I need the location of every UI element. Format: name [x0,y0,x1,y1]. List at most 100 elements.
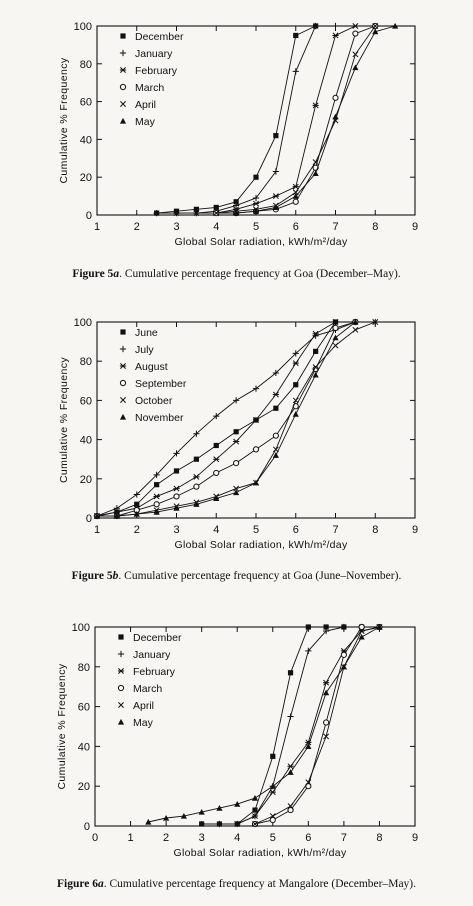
data-point [233,202,240,209]
data-point [193,501,200,507]
data-point [234,801,241,807]
data-point [173,493,180,500]
caption-letter: b [112,570,119,582]
x-tick-label: 1 [94,524,100,536]
x-tick-label: 2 [134,524,140,536]
data-point [332,319,339,325]
data-point [252,417,260,423]
x-tick-label: 8 [372,221,378,233]
y-tick-label: 100 [74,21,92,33]
data-point [145,818,152,825]
series-june [94,319,358,519]
data-point [305,647,312,654]
legend: December January February March April May [117,632,182,729]
data-point [213,210,220,217]
x-tick-label: 3 [173,524,179,536]
y-tick-label: 20 [80,172,92,184]
data-point [287,670,294,676]
legend-marker [120,397,126,403]
series-february [173,23,359,217]
data-point [312,364,319,371]
legend-label: May [133,717,154,729]
data-point [332,324,339,331]
caption-text: . Cumulative percentage frequency at Man… [103,878,417,890]
series-line [236,25,396,214]
x-tick-label: 5 [253,221,259,233]
data-point [287,713,294,720]
data-point [193,206,199,212]
series-april [252,624,383,827]
data-point [292,183,299,190]
legend: December January February March April May [119,31,184,128]
x-tick-label: 4 [213,221,219,233]
y-tick-label: 80 [80,59,92,71]
data-point [253,174,259,180]
legend: June July August September October November [119,327,187,424]
legend-label: August [135,361,168,373]
data-point [272,432,279,439]
data-point [292,198,299,205]
caption-6a: Figure 6a. Cumulative percentage frequen… [0,878,473,890]
legend-label: December [133,632,182,644]
legend-label: October [135,395,173,407]
chart-5a: 1 2 3 4 5 6 7 8 9 0 20 40 60 80 100 Global Solar radiat… [58,21,418,248]
data-point [352,64,359,71]
legend-label: January [135,48,173,60]
x-tick-label: 3 [199,832,205,844]
y-tick-label: 100 [74,317,92,329]
y-tick-label: 40 [80,435,92,447]
legend-marker [119,117,127,124]
data-point [272,204,279,211]
data-point [312,330,319,337]
caption-5b: Figure 5b. Cumulative percentage frequen… [0,570,473,582]
data-point [133,491,140,498]
data-point [153,501,160,508]
data-point [93,512,101,519]
chart-6a: 0 1 2 3 4 5 6 7 8 9 0 20 40 60 80 100 Global Solar radia… [56,622,418,859]
data-point [340,663,347,670]
data-point [134,501,140,507]
legend-marker [120,101,126,107]
data-point [358,633,365,640]
legend-marker [119,363,127,369]
data-point [292,68,299,75]
data-point [340,651,347,658]
data-point [216,820,223,828]
x-axis-label: Global Solar radiation, kWh/m²/day [174,236,347,248]
data-point [173,468,180,474]
y-tick-label: 0 [84,821,90,833]
data-point [269,813,276,820]
data-point [233,397,240,404]
series-line [148,626,380,823]
data-point [133,510,140,517]
x-tick-label: 5 [270,832,276,844]
data-point [153,471,160,478]
y-tick-label: 80 [80,356,92,368]
data-point [292,193,299,199]
y-tick-label: 20 [78,781,90,793]
legend-marker [117,718,125,725]
y-axis-label: Cumulative % Frequency [58,357,70,483]
data-point [173,485,180,492]
data-point [287,806,294,814]
data-point [352,318,359,325]
data-point [340,623,347,631]
caption-text: . Cumulative percentage frequency at Goa… [119,268,401,280]
legend-label: November [135,412,184,424]
data-point [213,495,220,501]
x-tick-label: 6 [293,524,299,536]
legend-marker [120,33,126,39]
x-tick-label: 7 [332,221,338,233]
x-tick-label: 7 [332,524,338,536]
data-point [233,485,240,492]
series-line [97,321,356,517]
data-point [113,505,120,512]
data-point [233,438,240,445]
data-point [305,624,311,630]
data-point [332,113,339,120]
legend-marker [118,634,124,640]
data-point [213,412,220,420]
data-point [213,456,220,463]
series-line [96,321,356,517]
y-axis-label: Cumulative % Frequency [58,57,70,183]
